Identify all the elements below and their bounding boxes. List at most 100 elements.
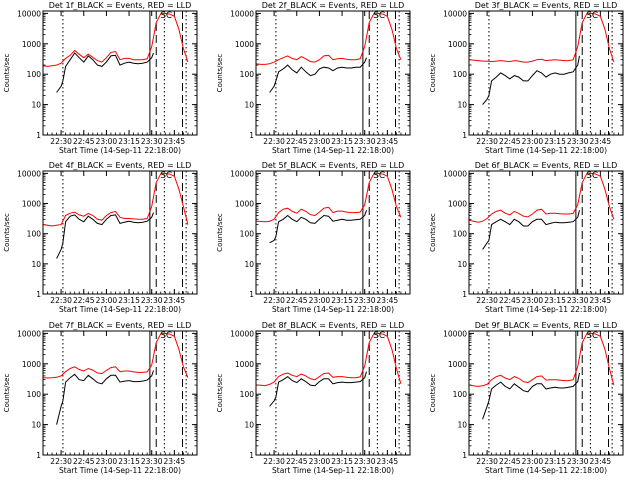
y-tick-label: 100 (240, 390, 255, 399)
chart-panel: Det 3f_BLACK = Events, RED = LLD 1 10 100 10… (429, 1, 624, 155)
chart-title: Det 8f_BLACK = Events, RED = LLD (262, 321, 405, 330)
x-tick-label: 23:15 (331, 296, 353, 305)
y-tick-label: 10000 (230, 329, 254, 338)
x-tick-label: 23:15 (331, 457, 353, 466)
series-events-line (56, 212, 154, 259)
y-tick-label: 1 (249, 290, 254, 299)
y-tick-label: 10000 (17, 329, 41, 338)
sc-annotation: SC (373, 171, 385, 181)
y-tick-label: 1000 (448, 200, 467, 209)
y-tick-label: 1 (462, 451, 467, 460)
y-axis-label: Counts/sec (429, 213, 437, 252)
x-tick-label: 23:00 (522, 296, 544, 305)
x-tick-label: 23:45 (377, 296, 399, 305)
x-tick-label: 23:15 (118, 296, 140, 305)
y-axis-label: Counts/sec (3, 54, 11, 93)
y-tick-label: 10 (31, 421, 41, 430)
x-tick-label: 22:45 (73, 457, 95, 466)
y-tick-label: 10 (244, 421, 254, 430)
x-tick-label: 23:00 (96, 296, 118, 305)
y-tick-label: 10000 (443, 329, 467, 338)
x-tick-label: 22:30 (50, 296, 72, 305)
series-events-line (269, 210, 367, 244)
x-axis-label: Start Time (14-Sep-11 22:18:00) (272, 305, 394, 314)
chart-title: Det 2f_BLACK = Events, RED = LLD (262, 1, 405, 10)
x-axis-label: Start Time (14-Sep-11 22:18:00) (59, 466, 181, 475)
series-lld-line (43, 172, 189, 227)
y-axis-label: Counts/sec (429, 374, 437, 413)
y-tick-label: 10 (244, 260, 254, 269)
x-tick-label: 23:00 (96, 137, 118, 146)
y-tick-label: 100 (453, 70, 468, 79)
y-tick-label: 10000 (17, 169, 41, 178)
x-tick-label: 22:30 (263, 457, 285, 466)
x-tick-label: 23:15 (544, 457, 566, 466)
y-tick-label: 10000 (443, 169, 467, 178)
series-events-line (482, 372, 580, 420)
plot-frame (42, 170, 198, 295)
chart-title: Det 4f_BLACK = Events, RED = LLD (49, 161, 192, 170)
y-tick-label: 1 (249, 131, 254, 140)
x-axis-label: Start Time (14-Sep-11 22:18:00) (59, 146, 181, 155)
y-tick-label: 1 (462, 131, 467, 140)
y-axis-label: Counts/sec (216, 54, 224, 93)
y-axis-label: Counts/sec (3, 213, 11, 252)
x-axis-label: Start Time (14-Sep-11 22:18:00) (485, 305, 607, 314)
chart-panel: Det 9f_BLACK = Events, RED = LLD 1 10 100 10… (429, 321, 624, 475)
x-tick-label: 23:00 (309, 137, 331, 146)
chart-panel: Det 8f_BLACK = Events, RED = LLD 1 10 100 10… (216, 321, 411, 475)
y-tick-label: 1000 (235, 360, 254, 369)
y-tick-label: 10 (31, 260, 41, 269)
x-tick-label: 23:45 (590, 137, 612, 146)
x-tick-label: 22:30 (50, 137, 72, 146)
series-events-line (269, 371, 367, 407)
sc-annotation: SC (160, 331, 172, 341)
x-tick-label: 23:30 (567, 137, 589, 146)
sc-annotation: SC (160, 171, 172, 181)
y-tick-label: 1000 (235, 40, 254, 49)
y-tick-label: 100 (240, 230, 255, 239)
y-tick-label: 1 (36, 131, 41, 140)
x-tick-label: 23:45 (164, 296, 186, 305)
y-axis-label: Counts/sec (3, 374, 11, 413)
series-events-line (56, 370, 154, 425)
x-tick-label: 22:45 (73, 137, 95, 146)
chart-title: Det 5f_BLACK = Events, RED = LLD (262, 161, 405, 170)
y-tick-label: 1 (36, 290, 41, 299)
y-tick-label: 10 (31, 101, 41, 110)
x-tick-label: 23:30 (567, 296, 589, 305)
y-tick-label: 10 (244, 101, 254, 110)
y-tick-label: 100 (27, 390, 42, 399)
x-tick-label: 22:45 (286, 457, 308, 466)
x-tick-label: 22:45 (286, 137, 308, 146)
series-lld-line (469, 172, 615, 223)
x-tick-label: 23:15 (331, 137, 353, 146)
x-tick-label: 23:45 (590, 457, 612, 466)
x-tick-label: 22:30 (50, 457, 72, 466)
x-tick-label: 22:30 (476, 296, 498, 305)
chart-title: Det 9f_BLACK = Events, RED = LLD (475, 321, 618, 330)
plot-frame (255, 10, 411, 136)
series-events-line (482, 55, 580, 105)
series-lld-line (469, 332, 615, 387)
y-tick-label: 10 (457, 421, 467, 430)
plot-frame (42, 10, 198, 136)
x-tick-label: 23:30 (354, 137, 376, 146)
x-tick-label: 22:45 (73, 296, 95, 305)
y-tick-label: 100 (27, 70, 42, 79)
x-tick-label: 23:30 (567, 457, 589, 466)
y-tick-label: 1 (249, 451, 254, 460)
y-tick-label: 1000 (448, 40, 467, 49)
series-lld-line (256, 172, 402, 223)
y-axis-label: Counts/sec (429, 54, 437, 93)
chart-panel: Det 1f_BLACK = Events, RED = LLD 1 10 100 10… (3, 1, 198, 155)
x-tick-label: 23:45 (164, 457, 186, 466)
series-lld-line (256, 332, 402, 387)
sc-annotation: SC (586, 171, 598, 181)
y-tick-label: 1000 (22, 200, 41, 209)
y-tick-label: 10000 (443, 9, 467, 18)
chart-panel: Det 2f_BLACK = Events, RED = LLD 1 10 100 10… (216, 1, 411, 155)
x-tick-label: 22:30 (263, 137, 285, 146)
x-tick-label: 23:15 (544, 296, 566, 305)
